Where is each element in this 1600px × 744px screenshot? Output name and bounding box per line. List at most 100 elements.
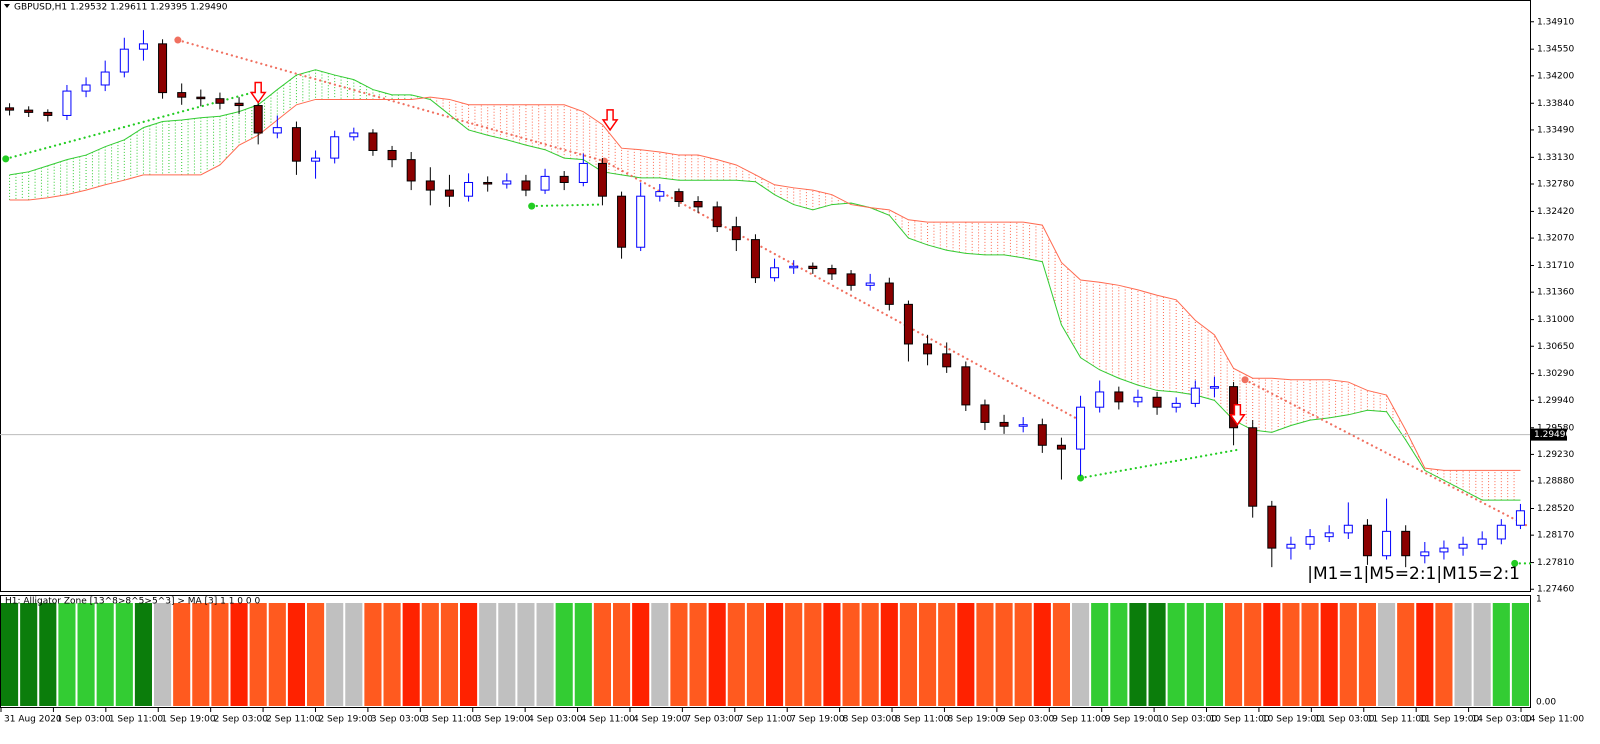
candle-body — [1037, 424, 1047, 446]
candle-body — [789, 265, 799, 269]
y-tick-label: 1.30290 — [1537, 369, 1574, 379]
candle-body — [1496, 524, 1506, 540]
menu-icon[interactable] — [4, 4, 10, 8]
candle-body — [655, 191, 665, 197]
candle-body — [1305, 536, 1315, 545]
indicator-bar — [880, 603, 898, 706]
x-tick-label: 11 Sep 19:00 — [1419, 715, 1479, 725]
y-tick-label: 1.29940 — [1537, 396, 1574, 406]
candle-body — [578, 162, 588, 183]
indicator-tick-label: 0.00 — [1536, 698, 1556, 708]
y-tick-label: 1.31000 — [1537, 315, 1574, 325]
candle-body — [521, 180, 531, 191]
sell-arrow — [249, 81, 267, 104]
indicator-bar — [574, 603, 592, 706]
x-tick-label: 10 Sep 11:00 — [1210, 715, 1270, 725]
sell-arrow — [601, 109, 619, 132]
candle-body — [502, 180, 512, 185]
y-tick-label: 1.29580 — [1537, 423, 1574, 433]
indicator-bar — [230, 603, 248, 706]
y-tick-label: 1.32780 — [1537, 180, 1574, 190]
x-tick-label: 7 Sep 11:00 — [738, 715, 793, 725]
candle-body — [1362, 524, 1372, 557]
candle-body — [961, 366, 971, 406]
indicator-bar — [1052, 603, 1070, 706]
candle-body — [311, 157, 321, 162]
candle-body — [43, 111, 53, 116]
indicator-bar — [593, 603, 611, 706]
indicator-bar — [766, 603, 784, 706]
candle-body — [1248, 427, 1258, 507]
chart-title: GBPUSD,H1 1.29532 1.29611 1.29395 1.2949… — [14, 3, 228, 13]
indicator-bar — [861, 603, 879, 706]
indicator-bar — [651, 603, 669, 706]
indicator-bar — [899, 603, 917, 706]
indicator-bar — [20, 603, 38, 706]
indicator-bar — [1416, 603, 1434, 706]
candle-body — [1267, 505, 1277, 549]
x-tick-label: 10 Sep 03:00 — [1157, 715, 1217, 725]
indicator-bar — [460, 603, 478, 706]
indicator-bar — [842, 603, 860, 706]
indicator-bar — [555, 603, 573, 706]
candle-body — [693, 201, 703, 208]
candle-body — [158, 43, 168, 94]
candle-body — [1477, 538, 1487, 545]
candle-body — [540, 175, 550, 191]
indicator-bar — [364, 603, 382, 706]
candle-body — [1171, 402, 1181, 408]
candle-body — [597, 162, 607, 197]
indicator-bar — [632, 603, 650, 706]
indicator-bar — [1358, 603, 1376, 706]
candle-body — [253, 105, 263, 134]
candle-body — [1114, 391, 1124, 403]
indicator-bar — [173, 603, 191, 706]
candle-body — [846, 273, 856, 286]
candle-body — [1056, 444, 1066, 450]
indicator-bar — [957, 603, 975, 706]
indicator-bar — [440, 603, 458, 706]
indicator-bar — [708, 603, 726, 706]
indicator-bar — [1072, 603, 1090, 706]
indicator-bar — [1511, 603, 1529, 706]
indicator-bar — [345, 603, 363, 706]
candle-body — [177, 92, 187, 98]
indicator-bar — [536, 603, 554, 706]
x-tick-label: 11 Sep 03:00 — [1314, 715, 1374, 725]
indicator-bar — [1492, 603, 1510, 706]
indicator-bar — [115, 603, 133, 706]
main-frame — [0, 0, 1531, 592]
x-tick-label: 1 Sep 11:00 — [109, 715, 164, 725]
indicator-bar — [976, 603, 994, 706]
candle-body — [1209, 386, 1219, 389]
candle-body — [387, 149, 397, 161]
candle-body — [1324, 532, 1334, 538]
y-tick-label: 1.28520 — [1537, 504, 1574, 514]
candle-body — [1439, 547, 1449, 553]
y-tick-label: 1.27460 — [1537, 585, 1574, 595]
indicator-bar — [1148, 603, 1166, 706]
candle-body — [215, 98, 225, 104]
indicator-frame — [0, 595, 1531, 708]
indicator-bar — [421, 603, 439, 706]
candle-body — [636, 195, 646, 248]
indicator-bar — [58, 603, 76, 706]
candle-body — [999, 421, 1009, 427]
x-tick-label: 11 Sep 11:00 — [1367, 715, 1427, 725]
indicator-bar — [154, 603, 172, 706]
plot-layer — [0, 30, 1532, 706]
candle-body — [1095, 391, 1105, 408]
indicator-bar — [1435, 603, 1453, 706]
candle-body — [674, 191, 684, 203]
x-tick-label: 4 Sep 11:00 — [581, 715, 636, 725]
candle-body — [1343, 524, 1353, 534]
candle-body — [406, 159, 416, 182]
indicator-bar — [938, 603, 956, 706]
indicator-bar — [1205, 603, 1223, 706]
indicator-bar — [823, 603, 841, 706]
current-price-label: 1.29490 — [1534, 430, 1571, 440]
y-tick-label: 1.28880 — [1537, 477, 1574, 487]
indicator-bar — [1014, 603, 1032, 706]
x-tick-label: 8 Sep 03:00 — [843, 715, 898, 725]
